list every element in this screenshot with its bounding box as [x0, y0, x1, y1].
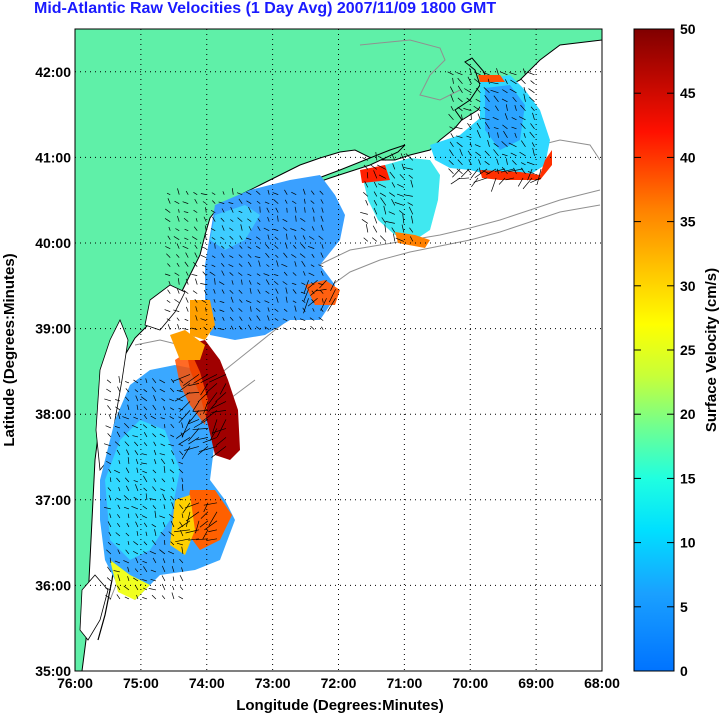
colorbar-tick-label: 35: [680, 214, 696, 230]
latitude-tick-label: 38:00: [35, 406, 71, 422]
latitude-tick-label: 40:00: [35, 235, 71, 251]
colorbar-tick-label: 40: [680, 149, 696, 165]
latitude-tick-label: 39:00: [35, 321, 71, 337]
longitude-tick-label: 70:00: [452, 675, 488, 691]
latitude-tick-label: 41:00: [35, 149, 71, 165]
longitude-tick-label: 73:00: [255, 675, 291, 691]
colorbar-tick-label: 15: [680, 470, 696, 486]
longitude-tick-label: 72:00: [321, 675, 357, 691]
latitude-ticks: 35:00 36:00 37:00 38:00 39:00 40:00 41:00 42:00: [35, 64, 71, 679]
colorbar-tick-label: 30: [680, 278, 696, 294]
x-axis-label: Longitude (Degrees:Minutes): [236, 697, 444, 714]
longitude-ticks: 76:00 75:00 74:00 73:00 72:00 71:00 70:00 69:00…: [57, 675, 620, 691]
latitude-tick-label: 37:00: [35, 492, 71, 508]
colorbar-tick-label: 0: [680, 663, 688, 679]
colorbar-label: Surface Velocity (cm/s): [703, 268, 720, 432]
longitude-tick-label: 68:00: [584, 675, 620, 691]
longitude-tick-label: 75:00: [123, 675, 159, 691]
colorbar-tick-label: 50: [680, 21, 696, 37]
longitude-tick-label: 71:00: [386, 675, 422, 691]
latitude-tick-label: 42:00: [35, 64, 71, 80]
colorbar-tick-label: 20: [680, 406, 696, 422]
longitude-tick-label: 74:00: [189, 675, 225, 691]
y-axis-label: Latitude (Degrees:Minutes): [1, 253, 18, 446]
colorbar-tick-label: 5: [680, 599, 688, 615]
colorbar-tick-label: 25: [680, 342, 696, 358]
latitude-tick-label: 35:00: [35, 663, 71, 679]
longitude-tick-label: 69:00: [518, 675, 554, 691]
colorbar-tick-label: 45: [680, 85, 696, 101]
colorbar-tick-label: 10: [680, 535, 696, 551]
latitude-tick-label: 36:00: [35, 577, 71, 593]
